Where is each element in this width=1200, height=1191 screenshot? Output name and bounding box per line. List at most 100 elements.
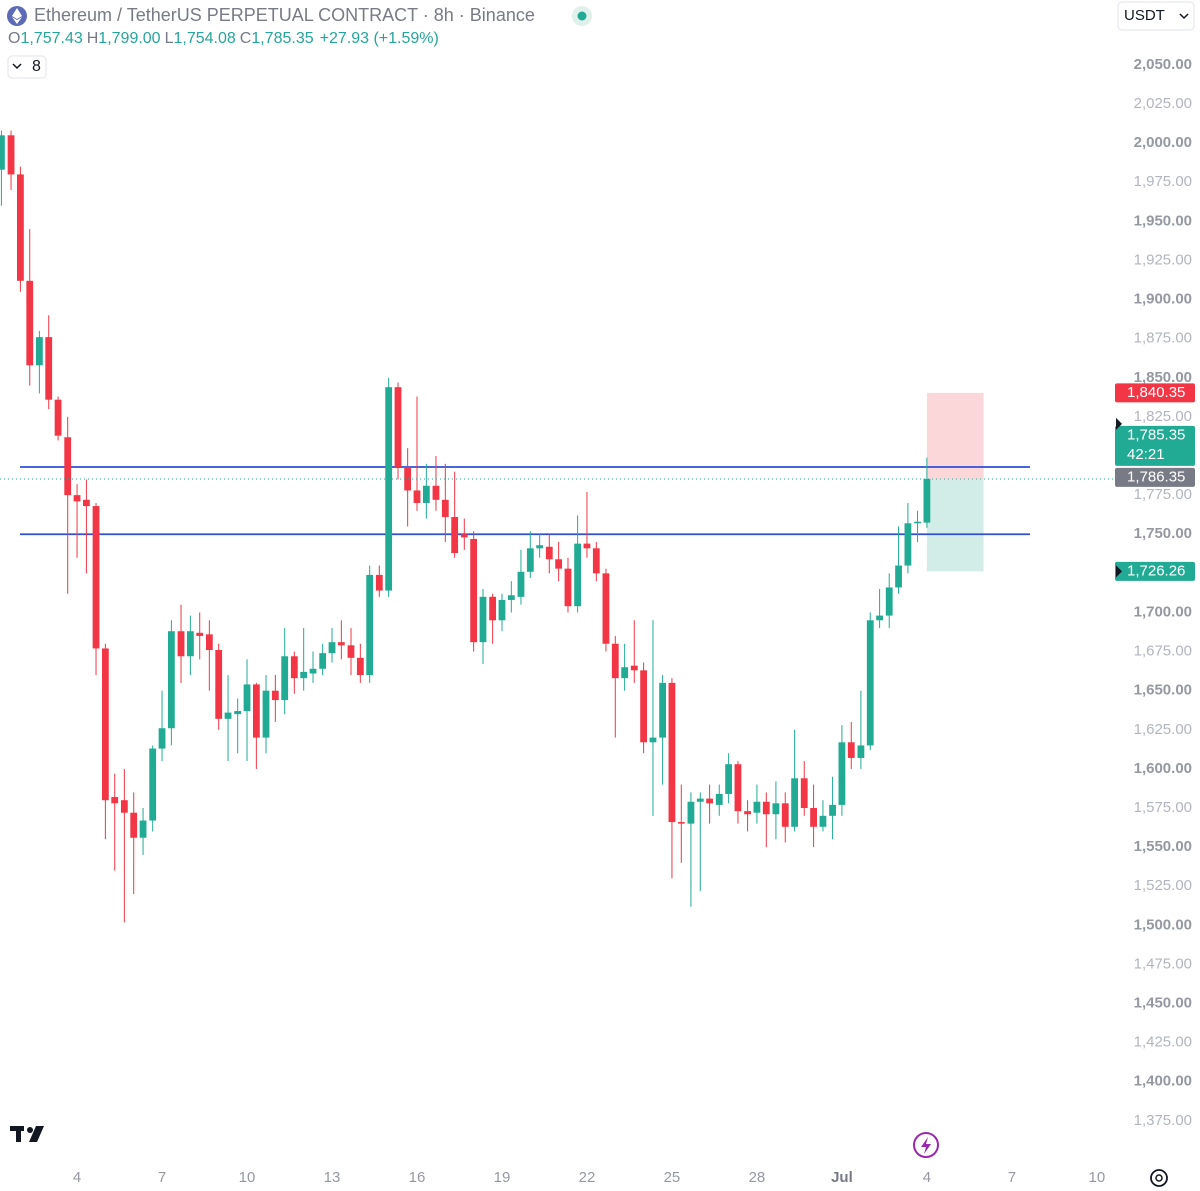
y-tick-label: 1,450.00 bbox=[1134, 995, 1192, 1012]
x-tick-label: 4 bbox=[73, 1169, 81, 1186]
price-badge bbox=[1115, 383, 1195, 403]
candle-body bbox=[895, 565, 902, 588]
candle-body bbox=[177, 631, 185, 657]
y-tick-label: 1,850.00 bbox=[1134, 369, 1192, 386]
stop-zone bbox=[926, 392, 984, 479]
candle-body bbox=[120, 800, 128, 813]
x-tick-label: 22 bbox=[579, 1169, 596, 1186]
y-tick-label: 1,475.00 bbox=[1134, 955, 1192, 972]
candle-body bbox=[725, 764, 733, 794]
candle-body bbox=[564, 568, 572, 607]
legend-key: C bbox=[239, 30, 252, 47]
candle-body bbox=[413, 490, 421, 503]
candle-body bbox=[290, 656, 298, 679]
y-tick-label: 1,875.00 bbox=[1134, 330, 1192, 347]
candle-body bbox=[385, 387, 393, 591]
y-tick-label: 1,775.00 bbox=[1134, 486, 1192, 503]
candle-body bbox=[347, 645, 355, 658]
currency: USDT bbox=[1124, 7, 1165, 24]
candle-body bbox=[300, 671, 308, 679]
y-tick-label: 1,525.00 bbox=[1134, 877, 1192, 894]
candle-body bbox=[158, 728, 166, 749]
candle-body bbox=[460, 534, 468, 538]
candle-body bbox=[696, 798, 704, 802]
candle-body bbox=[517, 571, 525, 597]
target-zone bbox=[926, 478, 984, 572]
candle-body bbox=[507, 595, 515, 600]
x-tick-label: 19 bbox=[494, 1169, 511, 1186]
candle-body bbox=[64, 437, 72, 496]
candle-body bbox=[404, 466, 412, 491]
legend-key: L bbox=[164, 30, 174, 47]
candle-body bbox=[791, 778, 799, 827]
y-tick-label: 1,675.00 bbox=[1134, 643, 1192, 660]
legend-value: 1,757.43 bbox=[20, 30, 83, 47]
candle-body bbox=[35, 337, 43, 366]
candle-body bbox=[800, 778, 808, 809]
indicator-toggle[interactable] bbox=[7, 55, 47, 79]
candle-body bbox=[73, 495, 81, 502]
legend-value: 1,785.35 bbox=[251, 30, 314, 47]
candle-body bbox=[149, 748, 157, 821]
y-tick-label: 1,950.00 bbox=[1134, 212, 1192, 229]
candle-body bbox=[734, 764, 742, 812]
candle-body bbox=[16, 174, 24, 281]
candle-body bbox=[196, 632, 204, 636]
candle-body bbox=[328, 642, 336, 654]
price-badge-label: 1,785.35 bbox=[1127, 426, 1185, 443]
x-tick-label: 4 bbox=[923, 1169, 931, 1186]
candle-body bbox=[659, 682, 666, 738]
price-badge-label: 1,726.26 bbox=[1127, 562, 1185, 579]
candle-body bbox=[319, 653, 327, 669]
x-tick-label: 10 bbox=[1089, 1169, 1106, 1186]
y-tick-label: 1,975.00 bbox=[1134, 173, 1192, 190]
x-tick-label: 16 bbox=[409, 1169, 426, 1186]
candle-body bbox=[205, 634, 213, 651]
y-tick-label: 1,625.00 bbox=[1134, 721, 1192, 738]
y-tick-label: 1,550.00 bbox=[1134, 838, 1192, 855]
candle-body bbox=[753, 801, 761, 813]
settings-icon[interactable] bbox=[1150, 1169, 1168, 1187]
candle-body bbox=[92, 506, 100, 649]
candle-body bbox=[677, 822, 685, 824]
candle-body bbox=[224, 712, 232, 719]
candle-body bbox=[583, 543, 591, 549]
candle-body bbox=[167, 631, 175, 729]
candle-body bbox=[574, 543, 582, 607]
candle-body bbox=[271, 690, 279, 701]
legend-change: +27.93 (+1.59%) bbox=[319, 30, 439, 47]
x-tick-label: 25 bbox=[664, 1169, 681, 1186]
candle-body bbox=[545, 546, 553, 560]
candle-body bbox=[592, 548, 600, 574]
candle-body bbox=[281, 656, 289, 701]
candle-body bbox=[536, 545, 544, 549]
x-tick-label: 7 bbox=[1008, 1169, 1016, 1186]
candle-body bbox=[866, 620, 874, 746]
candle-body bbox=[762, 801, 770, 815]
chevron bbox=[12, 63, 22, 70]
tv-logo bbox=[10, 1126, 44, 1142]
candle-body bbox=[479, 596, 487, 643]
chevron bbox=[1179, 13, 1189, 20]
candle-body bbox=[7, 135, 15, 175]
candle-body bbox=[526, 548, 534, 572]
x-tick-label: 28 bbox=[749, 1169, 766, 1186]
x-tick-label: 7 bbox=[158, 1169, 166, 1186]
currency-button[interactable] bbox=[1117, 1, 1195, 31]
candle-body bbox=[375, 574, 383, 591]
candle-body bbox=[904, 523, 912, 566]
y-tick-label: 1,425.00 bbox=[1134, 1034, 1192, 1051]
ohlc-legend: O1,757.43 H1,799.00 L1,754.08 C1,785.35 +27.… bbox=[8, 30, 439, 48]
candle-body bbox=[243, 684, 251, 712]
candle-body bbox=[451, 517, 459, 554]
candle-body bbox=[885, 587, 893, 616]
candle-body bbox=[838, 742, 846, 805]
candle-body bbox=[139, 820, 147, 838]
candle-body bbox=[101, 648, 109, 801]
candle-body bbox=[422, 485, 430, 503]
lightning-icon[interactable] bbox=[913, 1132, 939, 1158]
x-tick-label: 13 bbox=[324, 1169, 341, 1186]
candle-body bbox=[234, 711, 242, 715]
candle-body bbox=[640, 670, 648, 743]
